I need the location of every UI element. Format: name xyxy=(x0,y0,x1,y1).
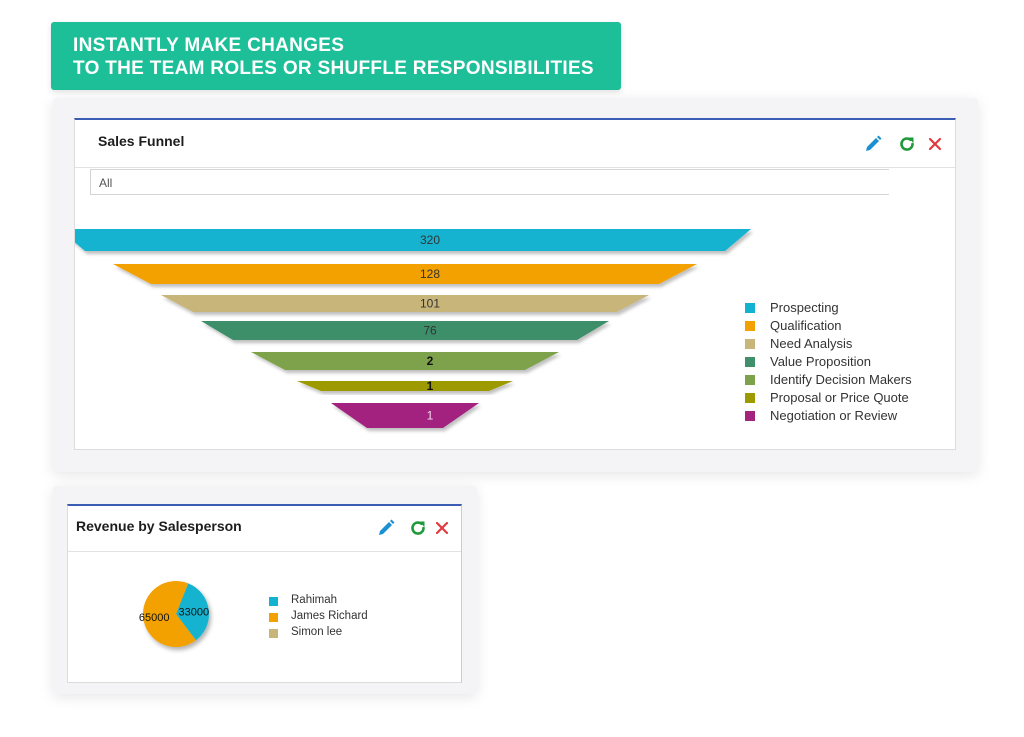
revenue-edit-button[interactable] xyxy=(376,518,396,538)
funnel-value-label: 76 xyxy=(423,324,437,338)
legend-label: Value Proposition xyxy=(770,354,871,369)
legend-swatch xyxy=(745,303,755,313)
legend-swatch xyxy=(269,613,278,622)
pencil-icon xyxy=(866,135,882,151)
close-icon xyxy=(435,521,449,535)
funnel-stage-need-analysis[interactable] xyxy=(161,295,649,312)
revenue-pie-chart: 33000 65000 xyxy=(139,581,210,647)
refresh-icon xyxy=(900,137,914,151)
pie-value-label: 65000 xyxy=(139,612,170,624)
legend-swatch xyxy=(745,357,755,367)
funnel-stage-qualification[interactable] xyxy=(113,264,697,284)
legend-swatch xyxy=(745,375,755,385)
legend-label: Prospecting xyxy=(770,300,839,315)
funnel-value-label: 101 xyxy=(420,297,440,311)
funnel-stage-negotiation-or-review[interactable] xyxy=(331,403,479,428)
legend-swatch xyxy=(745,321,755,331)
sales-funnel-chart: 320 128 101 76 2 1 1 xyxy=(75,229,751,428)
legend-label: James Richard xyxy=(291,610,368,622)
funnel-value-label: 320 xyxy=(420,233,440,247)
legend-swatch xyxy=(269,597,278,606)
pie-slice-rahimah[interactable] xyxy=(176,583,209,641)
sales-funnel-panel: Sales Funnel All 320 128 101 76 2 1 1 Prospect… xyxy=(74,118,956,450)
revenue-close-button[interactable] xyxy=(432,518,452,538)
close-icon xyxy=(928,137,942,151)
banner-line-2: TO THE TEAM ROLES OR SHUFFLE RESPONSIBIL… xyxy=(73,58,594,79)
header-divider xyxy=(75,167,955,168)
funnel-value-label: 1 xyxy=(427,379,434,393)
legend-swatch xyxy=(745,339,755,349)
pie-slice-james-richard[interactable] xyxy=(143,581,196,647)
funnel-value-label: 2 xyxy=(427,354,434,368)
legend-label: Simon lee xyxy=(291,626,343,638)
stage-filter-input[interactable]: All xyxy=(90,169,889,195)
legend-label: Need Analysis xyxy=(770,336,853,351)
revenue-refresh-button[interactable] xyxy=(408,518,428,538)
banner-line-1: INSTANTLY MAKE CHANGES xyxy=(73,35,345,56)
edit-button[interactable] xyxy=(863,134,883,154)
legend-swatch xyxy=(269,629,278,638)
legend-label: Rahimah xyxy=(291,594,338,606)
revenue-panel: Revenue by Salesperson 33000 65000 Rahima… xyxy=(67,504,462,683)
refresh-button[interactable] xyxy=(897,134,917,154)
close-button[interactable] xyxy=(925,134,945,154)
pencil-icon xyxy=(379,519,395,535)
legend-label: Qualification xyxy=(770,318,842,333)
legend-label: Proposal or Price Quote xyxy=(770,390,909,405)
funnel-stage-value-proposition[interactable] xyxy=(201,321,609,340)
header-divider xyxy=(68,551,461,552)
funnel-value-label: 1 xyxy=(427,409,434,423)
legend-label: Negotiation or Review xyxy=(770,408,898,423)
funnel-stage-identify-decision-makers[interactable] xyxy=(251,352,559,370)
funnel-stage-proposal-or-price-quote[interactable] xyxy=(297,381,513,391)
legend-swatch xyxy=(745,411,755,421)
sales-funnel-title: Sales Funnel xyxy=(98,133,185,149)
legend-label: Identify Decision Makers xyxy=(770,372,912,387)
revenue-title: Revenue by Salesperson xyxy=(76,518,242,534)
pie-value-label: 33000 xyxy=(179,607,210,619)
refresh-icon xyxy=(411,521,425,535)
legend-swatch xyxy=(745,393,755,403)
funnel-stage-prospecting[interactable] xyxy=(75,229,751,251)
promo-banner: INSTANTLY MAKE CHANGES TO THE TEAM ROLES… xyxy=(51,22,621,90)
funnel-value-label: 128 xyxy=(420,267,440,281)
